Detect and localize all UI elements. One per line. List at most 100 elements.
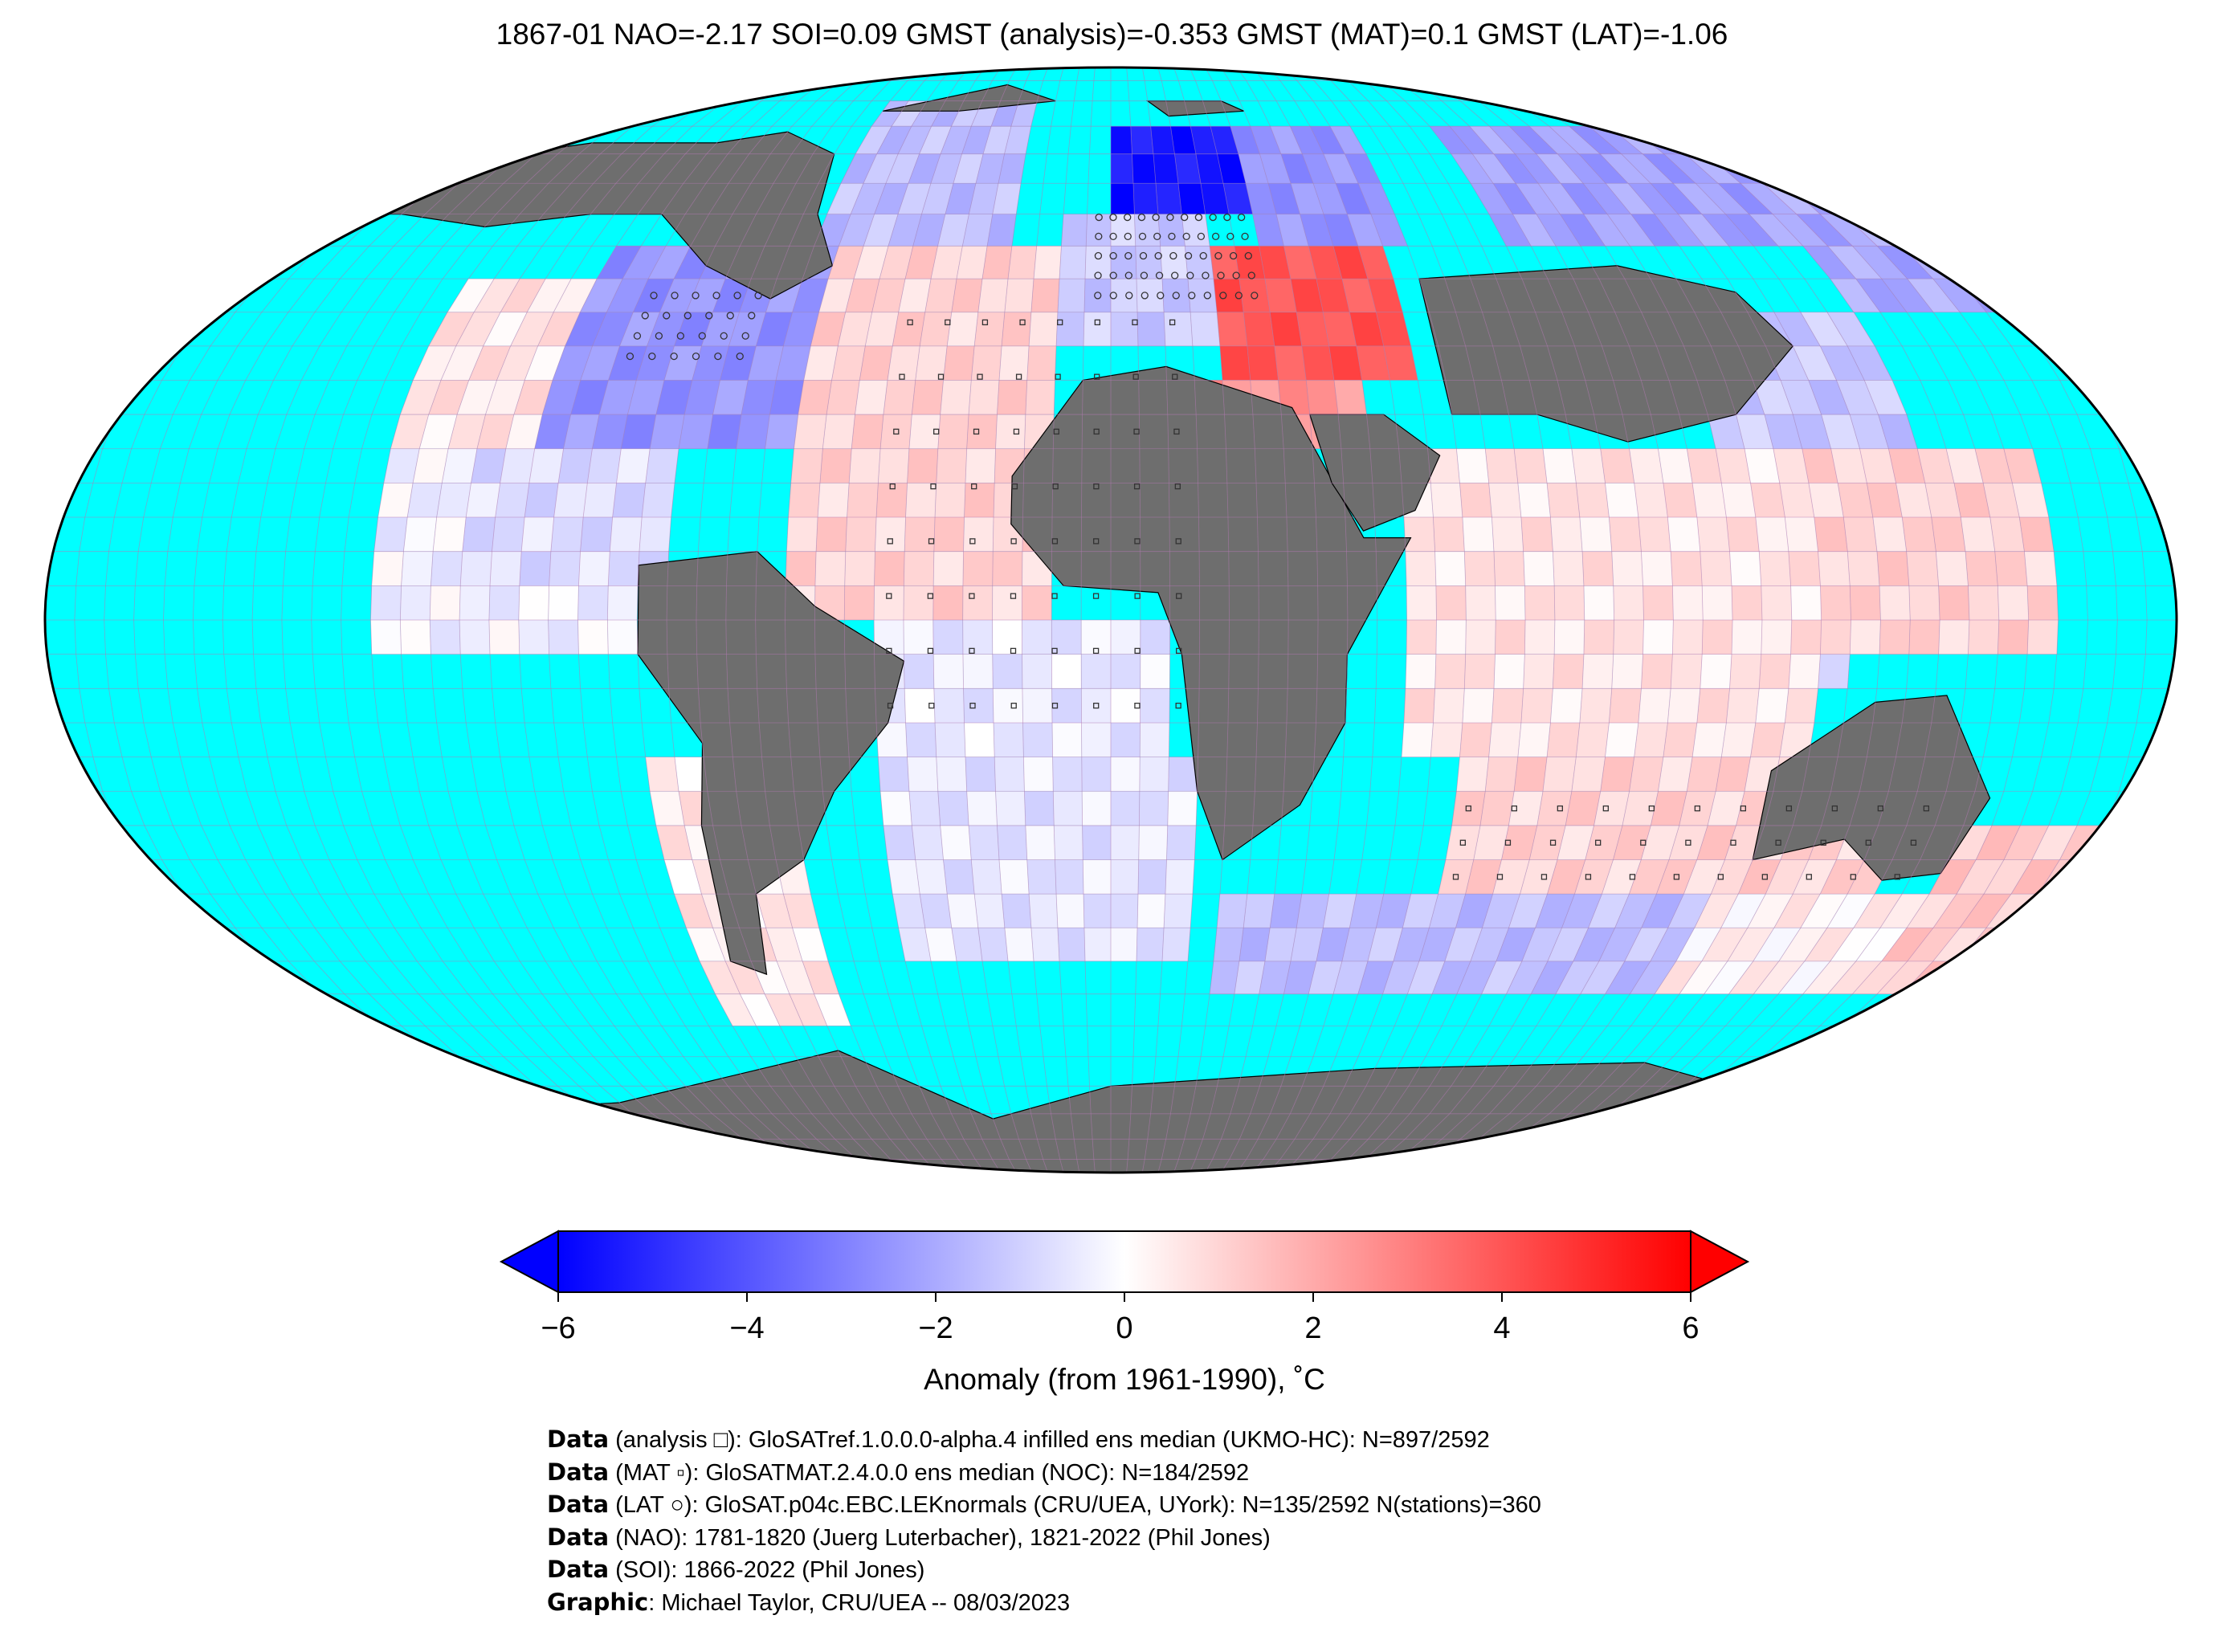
analysis-marker — [981, 319, 989, 326]
anomaly-cell — [1614, 894, 1657, 928]
analysis-marker — [1511, 805, 1517, 812]
anomaly-cell — [1156, 183, 1182, 214]
anomaly-cell — [822, 414, 855, 449]
anomaly-cell — [1826, 312, 1875, 346]
colorbar-tick-label: 4 — [1493, 1311, 1510, 1345]
anomaly-cell — [459, 585, 491, 620]
analysis-marker — [1459, 839, 1466, 846]
graticule-meridian — [1126, 67, 1141, 1173]
anomaly-cell — [1818, 551, 1851, 586]
station-marker — [1202, 271, 1210, 279]
anomaly-cell — [1793, 414, 1831, 449]
anomaly-cell — [1219, 345, 1251, 381]
anomaly-cell — [1747, 894, 1793, 928]
anomaly-cell — [1283, 961, 1316, 994]
anomaly-cell — [1821, 414, 1860, 449]
anomaly-cell — [1852, 961, 1908, 994]
anomaly-cell — [1174, 153, 1202, 184]
anomaly-cell — [1464, 654, 1496, 689]
anomaly-cell — [1515, 153, 1561, 184]
anomaly-cell — [1243, 312, 1275, 346]
anomaly-cell — [1793, 859, 1837, 895]
anomaly-cell — [1538, 183, 1584, 214]
anomaly-cell — [1469, 126, 1516, 154]
anomaly-cell — [1687, 757, 1722, 792]
anomaly-cell — [974, 894, 1005, 928]
anomaly-cell — [932, 620, 963, 655]
station-marker — [1109, 292, 1117, 300]
anomaly-cell — [1598, 928, 1642, 961]
station-marker — [1152, 213, 1160, 222]
graticule-meridian — [1236, 67, 1349, 1173]
anomaly-cell — [1830, 928, 1881, 961]
anomaly-cell — [1349, 894, 1384, 928]
anomaly-cell — [1181, 214, 1210, 247]
anomaly-cell — [1726, 688, 1760, 723]
station-marker — [1125, 292, 1133, 300]
anomaly-cell — [1323, 894, 1357, 928]
anomaly-cell — [1217, 153, 1247, 184]
anomaly-cell — [1430, 483, 1463, 518]
anomaly-cell — [907, 757, 938, 792]
anomaly-cell — [1638, 688, 1671, 723]
anomaly-cell — [963, 517, 994, 552]
anomaly-cell — [401, 551, 434, 586]
anomaly-cell — [1136, 928, 1165, 961]
colorbar-extend-high — [1690, 1230, 1750, 1294]
anomaly-cell — [1780, 380, 1822, 415]
credit-label: Data — [547, 1491, 610, 1518]
graticule-meridian — [251, 67, 655, 1173]
analysis-marker — [977, 373, 983, 380]
observation-markers — [626, 213, 1929, 880]
anomaly-cell — [2019, 517, 2055, 552]
anomaly-cell — [1026, 859, 1057, 895]
anomaly-cell — [495, 483, 529, 518]
anomaly-cell — [1111, 214, 1136, 247]
anomaly-cell — [1708, 791, 1745, 826]
anomaly-cell — [621, 414, 656, 449]
anomaly-cell — [1493, 183, 1536, 214]
anomaly-cell — [1459, 483, 1492, 518]
anomaly-cell — [492, 517, 525, 552]
graticule-meridian — [577, 67, 828, 1173]
analysis-marker — [1496, 874, 1504, 880]
anomaly-cell — [371, 551, 404, 586]
graticule-meridian — [873, 67, 985, 1173]
anomaly-cell — [510, 312, 554, 346]
anomaly-cell — [1879, 620, 1911, 655]
anomaly-cell — [650, 791, 685, 826]
anomaly-cell — [826, 183, 863, 214]
anomaly-cell — [1493, 654, 1525, 689]
analysis-marker — [1504, 839, 1512, 846]
anomaly-cell — [845, 517, 877, 552]
anomaly-cell — [1557, 153, 1606, 184]
anomaly-cell — [1638, 517, 1671, 552]
anomaly-cell — [1673, 183, 1726, 214]
anomaly-cell — [1800, 894, 1848, 928]
anomaly-cell — [476, 414, 514, 449]
anomaly-cell — [863, 153, 899, 184]
anomaly-cell — [974, 312, 1005, 346]
anomaly-cell — [995, 791, 1026, 826]
anomaly-cell — [966, 791, 998, 826]
anomaly-cell — [633, 279, 675, 312]
anomaly-cell — [1166, 825, 1197, 860]
anomaly-cell — [1667, 517, 1700, 552]
anomaly-cell — [1957, 859, 2004, 895]
anomaly-cell — [1029, 312, 1058, 346]
anomaly-cell — [1850, 620, 1881, 655]
credit-label: Graphic — [547, 1588, 649, 1616]
anomaly-cell — [962, 551, 994, 586]
anomaly-cell — [686, 279, 726, 312]
anomaly-cell — [943, 345, 975, 381]
anomaly-cell — [933, 551, 964, 586]
station-marker — [648, 352, 656, 361]
anomaly-cell — [430, 585, 461, 620]
anomaly-cell — [1728, 961, 1779, 994]
station-marker — [663, 312, 671, 320]
graticule-meridian — [1141, 67, 1171, 1173]
anomaly-cell — [606, 279, 649, 312]
anomaly-cell — [1138, 825, 1168, 860]
station-marker — [684, 312, 692, 320]
anomaly-cell — [992, 183, 1021, 214]
